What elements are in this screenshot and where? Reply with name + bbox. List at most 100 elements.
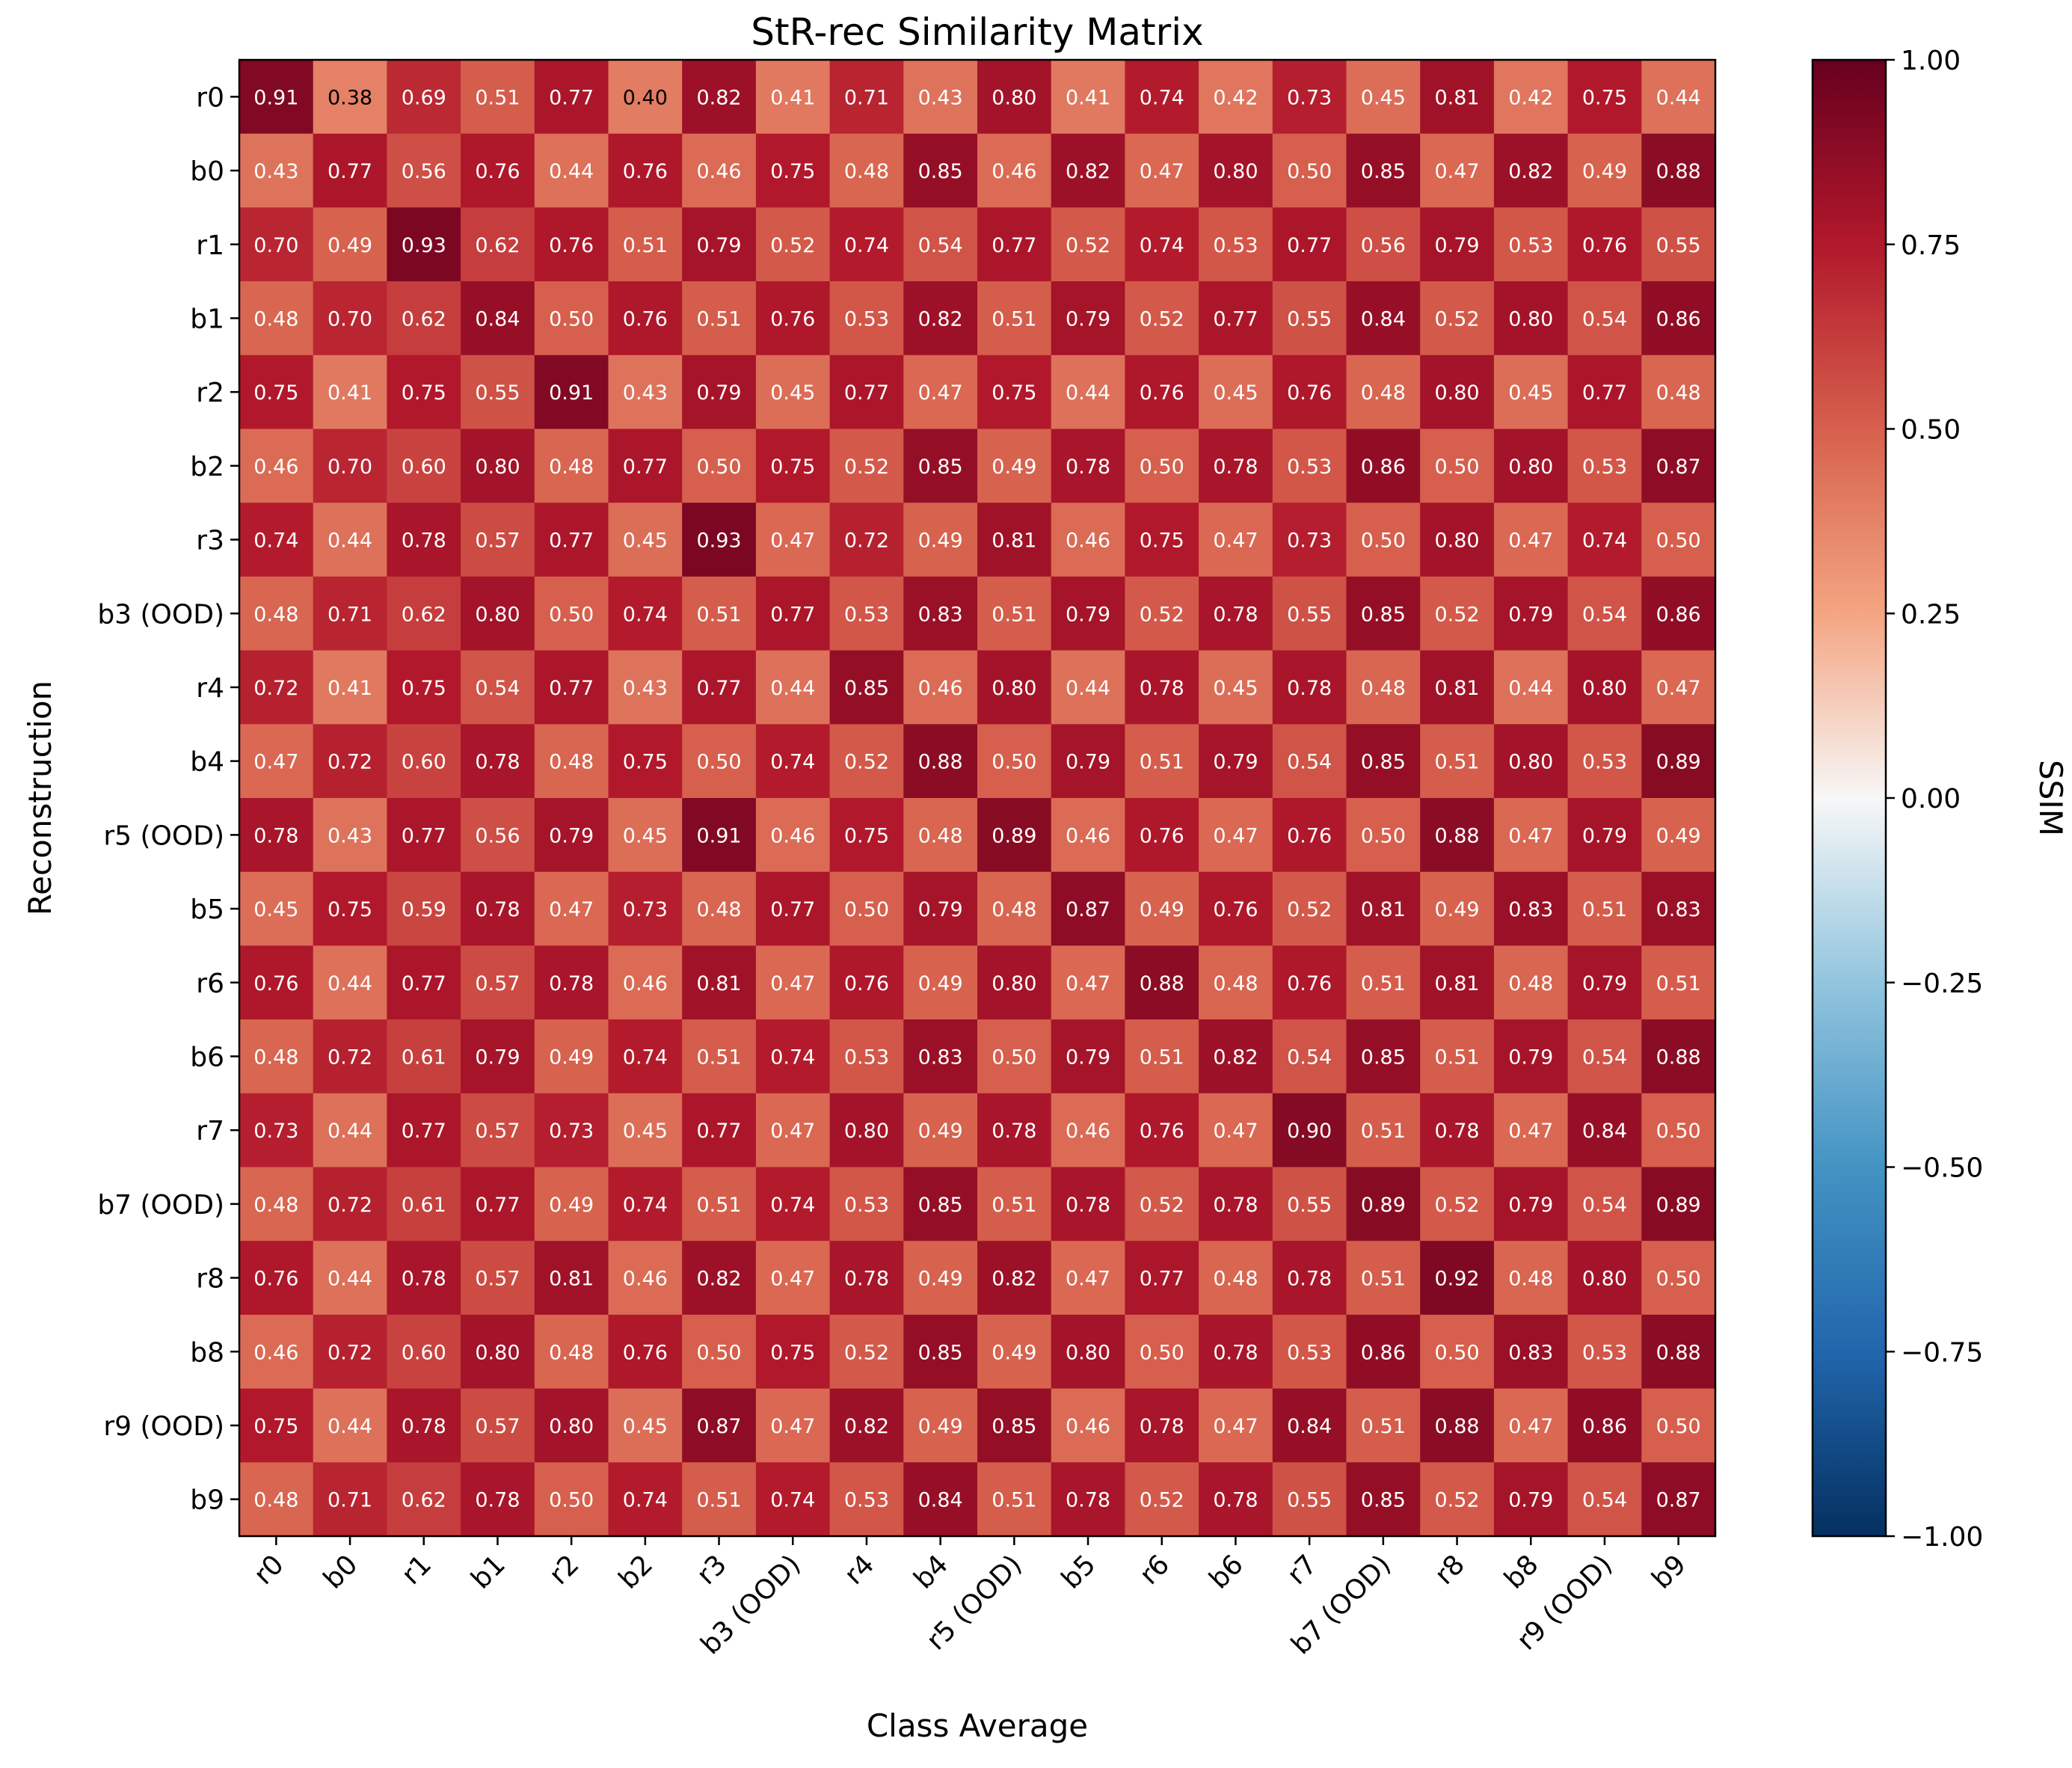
heatmap-cell-label: 0.48 <box>253 603 298 626</box>
heatmap-cell-label: 0.53 <box>1287 455 1332 479</box>
heatmap-cell-label: 0.78 <box>402 1415 446 1438</box>
heatmap-cell-label: 0.76 <box>1582 234 1627 257</box>
heatmap-cell-label: 0.49 <box>918 530 963 553</box>
heatmap-cell-label: 0.55 <box>1287 603 1332 626</box>
heatmap-cell-label: 0.79 <box>1508 1046 1553 1069</box>
heatmap-cell-label: 0.52 <box>770 234 815 257</box>
heatmap-cell <box>1051 1093 1125 1168</box>
heatmap-cell <box>829 281 904 356</box>
heatmap-cell-label: 0.53 <box>1582 1341 1627 1364</box>
heatmap-cell-label: 0.51 <box>623 234 668 257</box>
heatmap-cell <box>1272 354 1347 430</box>
heatmap-cell <box>903 1093 978 1168</box>
heatmap-cell <box>1420 503 1495 577</box>
heatmap-cell-label: 0.49 <box>549 1194 594 1217</box>
heatmap-cell-label: 0.89 <box>1656 1194 1701 1217</box>
heatmap-cell <box>387 1241 461 1316</box>
heatmap-cell-label: 0.81 <box>696 972 741 995</box>
heatmap-cell <box>313 503 387 577</box>
heatmap-cell <box>1051 871 1125 946</box>
heatmap-cell-label: 0.80 <box>992 677 1036 700</box>
heatmap-cell <box>1346 1241 1421 1316</box>
heatmap-cell-label: 0.80 <box>1066 1341 1110 1364</box>
heatmap-cell-label: 0.49 <box>918 1120 963 1143</box>
x-tick-label: r8 <box>1429 1549 1471 1591</box>
heatmap-cell-label: 0.47 <box>1213 530 1258 553</box>
heatmap-cell-label: 0.46 <box>253 455 298 479</box>
heatmap-cell <box>1125 503 1199 577</box>
heatmap-cell <box>534 281 609 356</box>
heatmap-cell-label: 0.49 <box>1656 824 1701 847</box>
y-tick-label: r7 <box>196 1116 224 1147</box>
heatmap-cell <box>1346 1314 1421 1390</box>
heatmap-cell <box>1346 503 1421 577</box>
heatmap-cell-label: 0.48 <box>1508 972 1553 995</box>
heatmap-cell <box>829 503 904 577</box>
x-tick-label: r0 <box>248 1549 290 1591</box>
heatmap-cell <box>829 724 904 799</box>
heatmap-cell-label: 0.44 <box>1066 677 1110 700</box>
heatmap-cell <box>1567 576 1642 651</box>
heatmap-cell <box>1420 1093 1495 1168</box>
heatmap-cell <box>1272 133 1347 208</box>
heatmap-cell-label: 0.79 <box>475 1046 520 1069</box>
heatmap-cell-label: 0.56 <box>475 824 520 847</box>
heatmap-cell <box>387 133 461 208</box>
heatmap-cell-label: 0.81 <box>992 530 1036 553</box>
heatmap-cell <box>239 429 314 503</box>
heatmap-cell <box>461 1093 535 1168</box>
heatmap-cell-label: 0.43 <box>623 381 668 405</box>
heatmap-cell-label: 0.78 <box>549 972 594 995</box>
heatmap-cell <box>1567 133 1642 208</box>
heatmap-cell <box>1199 281 1273 356</box>
heatmap-cell <box>461 1388 535 1463</box>
heatmap-cell-label: 0.74 <box>770 751 815 774</box>
heatmap-cell <box>1567 1314 1642 1390</box>
heatmap-cell <box>1567 1167 1642 1241</box>
heatmap-cell <box>977 1314 1052 1390</box>
heatmap-cell-label: 0.79 <box>1066 1046 1110 1069</box>
heatmap-cell <box>1051 281 1125 356</box>
heatmap-cell <box>1346 798 1421 873</box>
heatmap-cell <box>1493 871 1569 946</box>
heatmap-cell-label: 0.51 <box>696 1194 741 1217</box>
heatmap-cell-label: 0.80 <box>992 972 1036 995</box>
colorbar-tick-label: −0.75 <box>1901 1337 1983 1368</box>
heatmap-cell-label: 0.77 <box>992 234 1036 257</box>
heatmap-cell-label: 0.45 <box>770 381 815 405</box>
y-axis-ticks: r0 b0 r1 b1 r2 b2 r3 b3 (OOD) r4 b4 r5 (OOD) b5 r6 b6… <box>97 82 239 1516</box>
heatmap-cell-label: 0.78 <box>1140 677 1184 700</box>
heatmap-cell <box>903 1167 978 1241</box>
heatmap-cell <box>1641 60 1716 135</box>
heatmap-cell <box>461 1167 535 1241</box>
heatmap-cell <box>1567 871 1642 946</box>
colorbar-tick-label: 0.00 <box>1901 784 1961 814</box>
heatmap-cell-label: 0.53 <box>844 603 889 626</box>
heatmap-cell-label: 0.83 <box>1508 898 1553 921</box>
heatmap-cell <box>239 281 314 356</box>
heatmap-cell <box>608 576 683 651</box>
heatmap-cell <box>1346 133 1421 208</box>
heatmap-cell-label: 0.51 <box>992 1489 1036 1512</box>
heatmap-cell-label: 0.92 <box>1434 1268 1479 1291</box>
heatmap-cell-label: 0.53 <box>1213 234 1258 257</box>
heatmap-cell <box>977 1462 1052 1537</box>
heatmap-cell <box>1346 1019 1421 1094</box>
heatmap-cell <box>608 354 683 430</box>
heatmap-cell <box>461 1462 535 1537</box>
heatmap-cell <box>1567 1462 1642 1537</box>
heatmap-cell-label: 0.54 <box>1582 1489 1627 1512</box>
heatmap-cell-label: 0.44 <box>1656 86 1701 109</box>
heatmap-cell <box>1641 1093 1716 1168</box>
heatmap-cell-label: 0.55 <box>475 381 520 405</box>
heatmap-cell-label: 0.93 <box>696 530 741 553</box>
heatmap-cell <box>1493 207 1569 282</box>
heatmap-cell <box>1051 133 1125 208</box>
heatmap-cell <box>1493 1241 1569 1316</box>
heatmap-cell <box>1199 871 1273 946</box>
heatmap-cell-label: 0.45 <box>253 898 298 921</box>
heatmap-cell <box>1346 1093 1421 1168</box>
heatmap-cell-label: 0.77 <box>402 1120 446 1143</box>
heatmap-cell-label: 0.47 <box>253 751 298 774</box>
heatmap-cell-label: 0.49 <box>1582 160 1627 183</box>
